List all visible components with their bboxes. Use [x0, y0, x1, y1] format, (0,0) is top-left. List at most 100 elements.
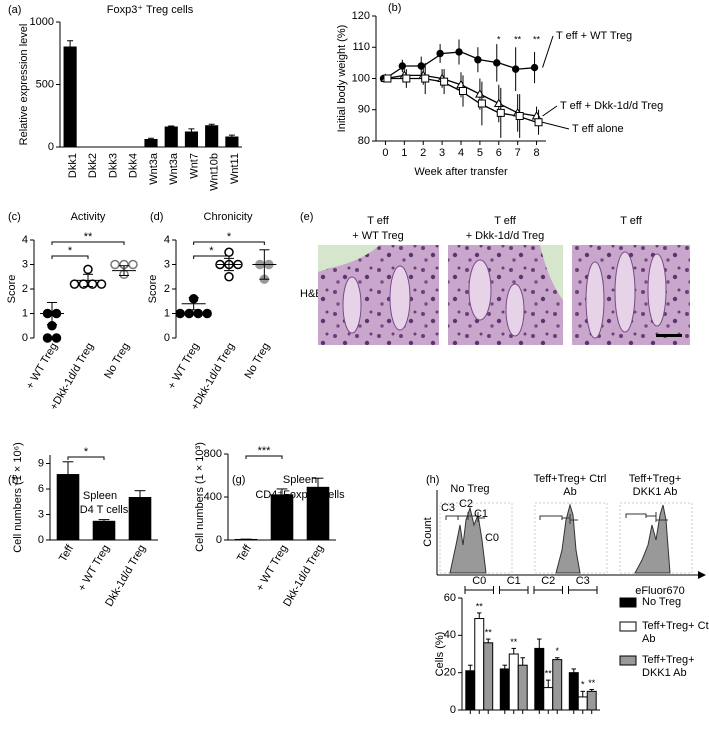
- bar: [164, 126, 178, 148]
- point: [202, 308, 212, 319]
- bar: [465, 670, 476, 711]
- legend-leader: [542, 35, 554, 68]
- bar: [552, 659, 563, 711]
- y-tick-label: 120: [352, 10, 370, 22]
- x-tick-label: + WT Treg: [76, 543, 112, 594]
- y-tick-label: 2: [164, 283, 170, 295]
- legend-swatch: [619, 655, 637, 666]
- marker: [459, 87, 467, 95]
- point: [83, 264, 93, 275]
- histogram-header-box: Teff+Treg+ Ctrl Ab: [533, 473, 607, 498]
- x-tick-label: 5: [477, 147, 483, 159]
- image-header: T eff: [620, 215, 643, 227]
- x-tick-label: Wnt10b: [209, 153, 221, 191]
- y-axis-label: Score: [147, 275, 159, 304]
- y-tick-label: 80: [358, 135, 370, 147]
- significance-bracket: [51, 255, 89, 259]
- marker: [398, 62, 407, 70]
- y-tick-label: 6: [38, 483, 44, 495]
- y-tick-label: 1: [164, 307, 170, 319]
- histology-image: [572, 245, 690, 345]
- image-header: + Dkk-1d/d Treg: [466, 230, 545, 242]
- significance-bracket: [67, 456, 105, 460]
- axis-arrow: [698, 571, 706, 579]
- significance-label: *: [68, 245, 73, 257]
- significance-label: *: [227, 231, 232, 243]
- y-axis-label: Initial body weight (%): [336, 25, 348, 133]
- significance-label: **: [588, 678, 596, 688]
- bar: [517, 664, 528, 711]
- panel-label: (h): [426, 474, 439, 486]
- bar: [56, 474, 80, 541]
- significance-label: **: [545, 669, 553, 679]
- x-tick-label: 7: [515, 147, 521, 159]
- y-tick-label: 20: [444, 667, 456, 679]
- bar: [184, 131, 199, 148]
- legend-label: T eff alone: [572, 123, 624, 135]
- image-header: + WT Treg: [352, 230, 403, 242]
- marker: [493, 98, 504, 107]
- annotation: **: [533, 34, 541, 44]
- y-tick-label: 9: [38, 457, 44, 469]
- y-tick-label: 1: [22, 307, 28, 319]
- histogram-header-box: Teff+Treg+ DKK1 Ab: [628, 473, 682, 498]
- y-tick-label: 110: [352, 41, 370, 53]
- histogram-header: Teff+Treg+ Ctrl Ab: [533, 473, 607, 498]
- marker: [474, 56, 482, 64]
- bar: [499, 668, 510, 711]
- significance-label: *: [581, 680, 585, 690]
- bar: [306, 486, 330, 541]
- marker: [455, 48, 463, 56]
- chart-title: Foxp3⁺ Treg cells: [107, 4, 194, 16]
- bar: [270, 494, 294, 541]
- panel-label: (a): [8, 4, 21, 16]
- bar: [568, 672, 579, 711]
- panel-label: (f): [8, 474, 18, 486]
- y-tick-label: 60: [444, 592, 456, 604]
- panel-label: (b): [388, 2, 401, 14]
- marker: [475, 89, 485, 98]
- marker: [530, 63, 539, 72]
- marker: [534, 118, 543, 127]
- x-tick-label: Wnt7: [188, 153, 200, 179]
- gate-label: C3: [441, 502, 455, 514]
- y-tick-label: 3: [38, 508, 44, 520]
- x-tick-label: 8: [533, 147, 539, 159]
- legend-swatch: [619, 597, 637, 608]
- x-tick-label: + WT Treg: [24, 341, 60, 392]
- legend-label: Teff+Treg+ DKK1 Ab: [642, 654, 695, 679]
- histogram-header: Teff+Treg+ DKK1 Ab: [628, 473, 682, 498]
- bar: [205, 125, 219, 148]
- point: [42, 333, 53, 343]
- x-tick-label: + WT Treg: [254, 543, 290, 594]
- bar: [128, 497, 152, 541]
- chart-title: Chronicity: [204, 211, 253, 223]
- panel-label: (c): [8, 211, 21, 223]
- chart-title: Spleen: [283, 474, 317, 486]
- point: [96, 279, 107, 289]
- x-tick-label: No Treg: [242, 341, 272, 381]
- significance-label: *: [555, 646, 559, 656]
- gate-label: C2: [459, 498, 473, 510]
- legend-swatch: [619, 621, 637, 632]
- x-tick-label: Teff: [235, 542, 255, 564]
- y-axis-label: Cells (%): [434, 632, 446, 677]
- x-tick-label: Wnt11: [229, 153, 241, 184]
- point: [69, 279, 80, 289]
- significance-bracket: [245, 455, 283, 459]
- point: [184, 308, 194, 319]
- marker: [493, 59, 501, 67]
- point: [128, 259, 138, 270]
- legend-label: T eff + WT Treg: [556, 30, 632, 42]
- y-tick-label: 40: [444, 629, 456, 641]
- category-header: C1: [507, 575, 521, 587]
- y-tick-label: 500: [36, 78, 54, 90]
- histology-image: [318, 245, 439, 345]
- y-tick-label: 4: [164, 234, 170, 246]
- y-tick-label: 800: [204, 448, 222, 460]
- x-tick-label: 1: [401, 147, 407, 159]
- significance-label: **: [485, 627, 493, 637]
- annotation: **: [514, 34, 522, 44]
- point: [224, 247, 234, 257]
